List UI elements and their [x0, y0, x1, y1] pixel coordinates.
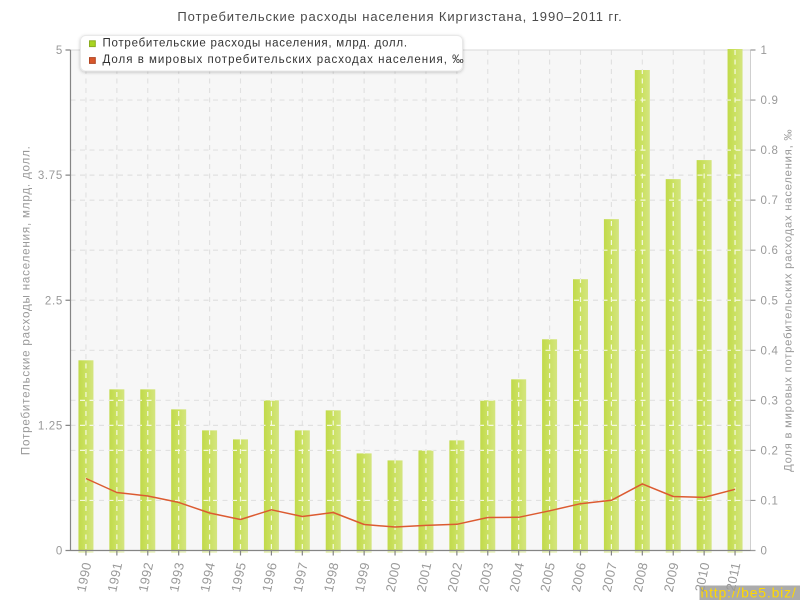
svg-text:2009: 2009 [661, 561, 682, 593]
svg-text:0.1: 0.1 [761, 495, 779, 507]
svg-text:2008: 2008 [630, 561, 651, 593]
svg-text:2005: 2005 [537, 561, 558, 593]
svg-text:Потребительские расходы населе: Потребительские расходы населения Киргиз… [177, 9, 622, 24]
svg-text:1999: 1999 [352, 561, 373, 593]
svg-text:2004: 2004 [506, 561, 527, 593]
svg-text:0: 0 [56, 546, 63, 558]
svg-text:1996: 1996 [259, 561, 280, 593]
svg-text:1991: 1991 [104, 561, 125, 593]
svg-text:Доля в мировых потребительских: Доля в мировых потребительских расходах … [783, 129, 795, 472]
svg-text:0.8: 0.8 [761, 145, 779, 157]
svg-text:0.9: 0.9 [761, 95, 779, 107]
svg-text:1994: 1994 [197, 561, 218, 593]
svg-text:2006: 2006 [568, 561, 589, 593]
svg-text:2011: 2011 [723, 561, 744, 592]
svg-text:http://be5.biz/: http://be5.biz/ [701, 585, 797, 600]
svg-text:2003: 2003 [475, 561, 496, 593]
svg-text:Потребительские расходы населе: Потребительские расходы населения, млрд.… [103, 37, 408, 49]
svg-text:5: 5 [56, 45, 63, 57]
svg-text:1992: 1992 [135, 561, 156, 593]
svg-text:1997: 1997 [290, 561, 311, 593]
svg-text:2007: 2007 [599, 561, 620, 593]
svg-text:2001: 2001 [414, 561, 435, 593]
svg-text:1998: 1998 [321, 561, 342, 593]
svg-text:2000: 2000 [383, 561, 404, 593]
svg-text:0.4: 0.4 [761, 345, 779, 357]
svg-text:1995: 1995 [228, 561, 249, 593]
svg-text:0.3: 0.3 [761, 395, 779, 407]
svg-text:0: 0 [761, 546, 768, 558]
svg-text:Доля в мировых потребительских: Доля в мировых потребительских расходах … [103, 54, 465, 66]
svg-text:3.75: 3.75 [38, 170, 63, 182]
svg-text:0.7: 0.7 [761, 195, 779, 207]
svg-text:1990: 1990 [74, 561, 95, 593]
svg-text:2.5: 2.5 [45, 295, 63, 307]
svg-text:1993: 1993 [166, 561, 187, 593]
svg-text:2002: 2002 [444, 561, 465, 593]
svg-text:0.5: 0.5 [761, 295, 779, 307]
svg-text:0.2: 0.2 [761, 445, 779, 457]
svg-text:1.25: 1.25 [38, 420, 63, 432]
svg-text:Потребительские расходы населе: Потребительские расходы населения, млрд.… [20, 145, 33, 455]
svg-text:1: 1 [761, 45, 768, 57]
svg-text:2010: 2010 [692, 561, 713, 593]
svg-text:0.6: 0.6 [761, 245, 779, 257]
